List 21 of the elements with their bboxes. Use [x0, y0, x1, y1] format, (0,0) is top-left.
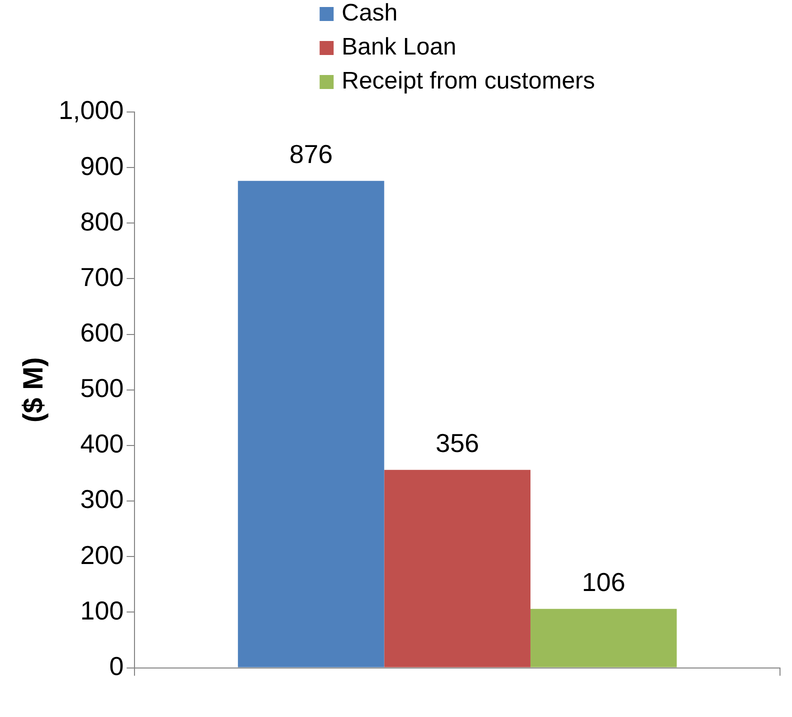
y-tick-label: 700	[80, 262, 124, 292]
y-tick-label: 200	[80, 540, 124, 570]
y-tick-label: 400	[80, 428, 124, 459]
legend-label: Receipt from customers	[342, 68, 596, 95]
y-axis-title: ($ M)	[18, 357, 49, 423]
y-tick-label: 0	[109, 650, 124, 681]
bar	[530, 608, 677, 668]
bar	[238, 180, 384, 668]
y-tick-label: 300	[80, 484, 124, 514]
y-tick-label: 1,000	[58, 95, 124, 126]
y-tick-label: 600	[80, 317, 124, 348]
data-label: 876	[289, 139, 333, 170]
y-tick-label: 900	[80, 150, 124, 181]
bar	[384, 470, 530, 668]
y-tick-label: 100	[80, 595, 124, 626]
data-label: 106	[582, 567, 626, 598]
y-tick-label: 800	[80, 206, 124, 236]
y-tick-label: 500	[80, 373, 124, 404]
data-label: 356	[436, 428, 480, 458]
legend-label: Bank Loan	[342, 34, 456, 61]
legend-label: Cash	[342, 0, 398, 27]
